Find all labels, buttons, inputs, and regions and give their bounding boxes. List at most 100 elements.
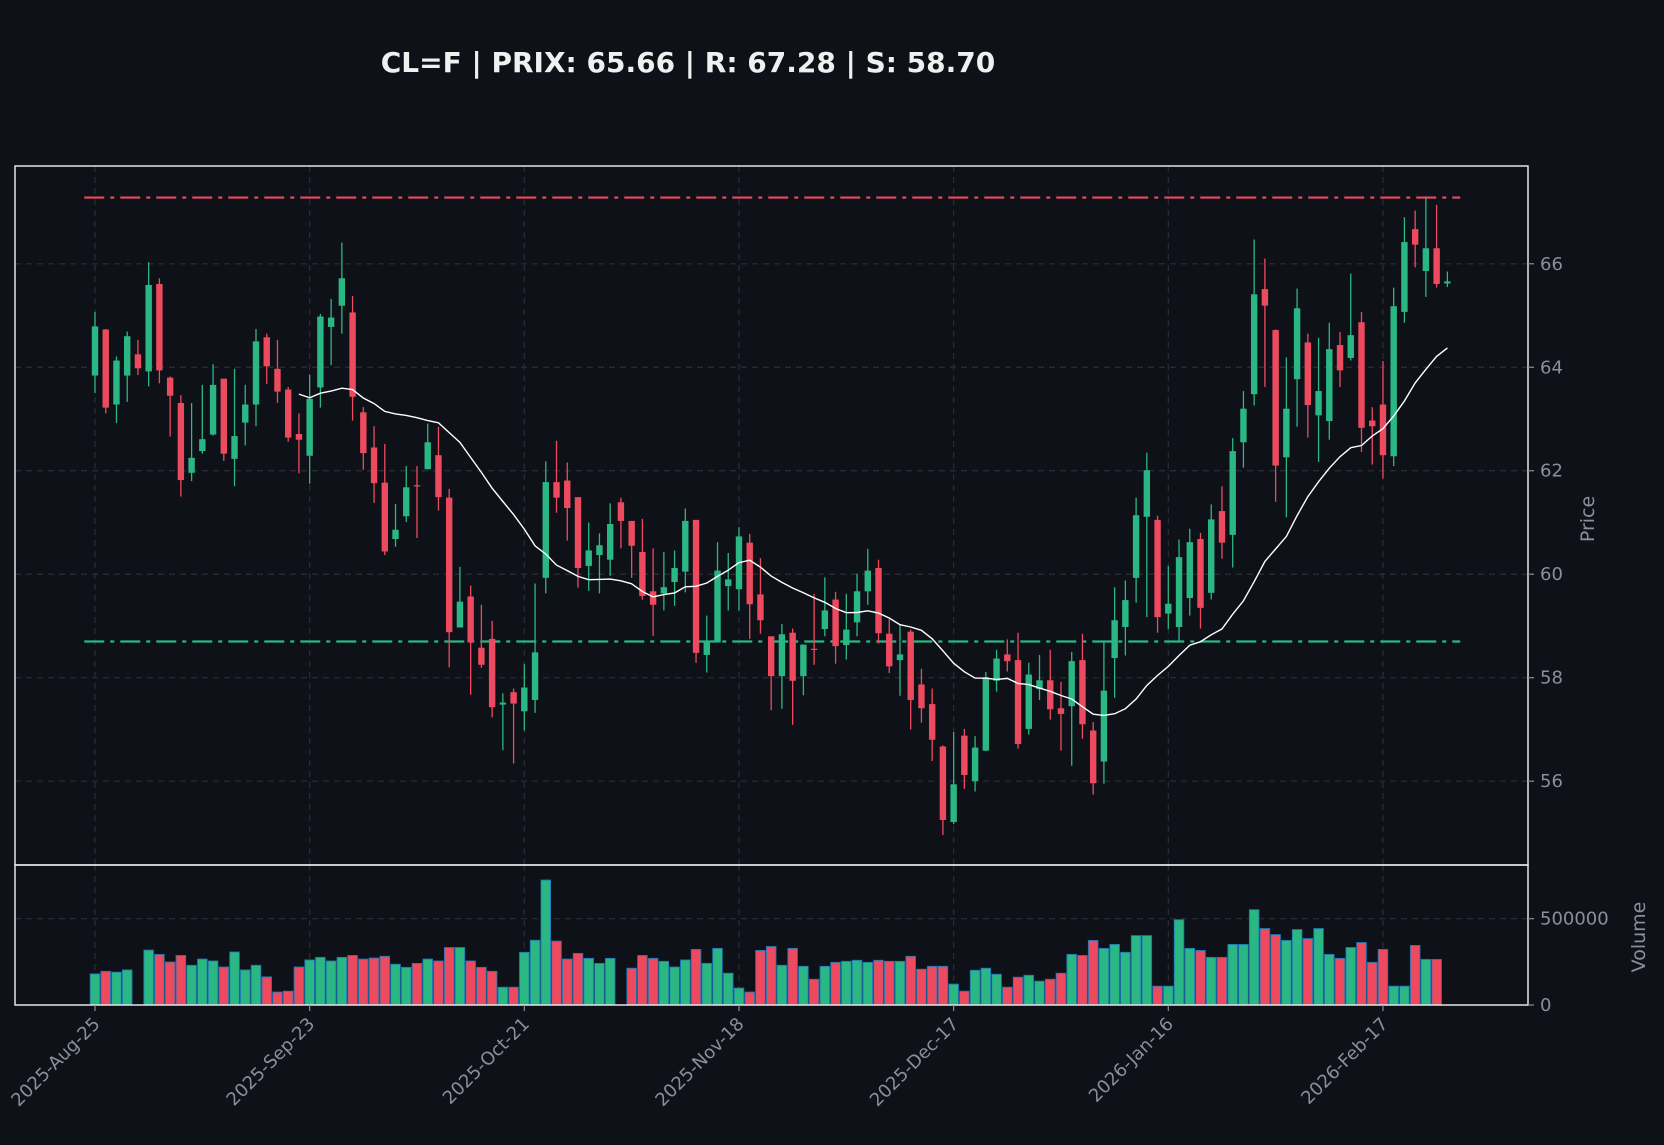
- candle-down: [1089, 722, 1097, 795]
- candle-body: [1079, 660, 1086, 725]
- candle-down: [478, 604, 485, 668]
- candle-body: [1358, 322, 1365, 428]
- candle-down: [939, 745, 947, 835]
- candle-down: [445, 488, 453, 668]
- moving-average-line: [298, 347, 1448, 717]
- candle-body: [1218, 511, 1226, 543]
- volume-bar: [1291, 929, 1303, 1006]
- candle-body: [778, 634, 786, 677]
- candle-body: [478, 647, 485, 665]
- candle-body: [574, 497, 582, 569]
- price-axis-label: Price: [1577, 496, 1599, 542]
- candle-body: [617, 502, 625, 521]
- candle-down: [1218, 486, 1226, 559]
- volume-bar: [647, 957, 659, 1006]
- volume-bar: [1366, 961, 1378, 1006]
- volume-bar: [1195, 950, 1206, 1006]
- candle-up: [188, 402, 195, 482]
- volume-bar: [905, 955, 916, 1006]
- volume-bar: [755, 950, 766, 1006]
- candle-up: [1283, 357, 1290, 518]
- volume-bar: [336, 956, 348, 1006]
- candle-down: [284, 386, 292, 442]
- candle-up: [896, 624, 904, 696]
- volume-bar: [948, 983, 959, 1006]
- candle-up: [317, 313, 324, 408]
- volume-bar: [293, 966, 305, 1006]
- price-axis: 56 58 60 62 64 66: [1528, 254, 1563, 792]
- volume-bar: [894, 960, 906, 1006]
- candle-body: [188, 457, 195, 473]
- candle-body: [1197, 539, 1204, 608]
- volume-bar: [89, 973, 101, 1006]
- candle-up: [306, 374, 313, 484]
- candle-body: [274, 368, 281, 392]
- candle-up: [714, 542, 721, 643]
- volume-bar: [1409, 944, 1421, 1006]
- volume-bar: [433, 960, 444, 1006]
- volume-bar: [207, 960, 219, 1006]
- candle-up: [499, 693, 507, 751]
- volume-bar: [1034, 980, 1045, 1006]
- volume-bar: [368, 957, 380, 1006]
- candle-body: [1326, 349, 1333, 422]
- candle-up: [853, 573, 861, 637]
- volume-bar: [454, 947, 466, 1006]
- candle-body: [1250, 294, 1258, 395]
- candle-body: [596, 545, 603, 556]
- candle-down: [875, 559, 882, 644]
- candle-down: [757, 558, 764, 634]
- candle-down: [295, 413, 303, 474]
- volume-bar: [1066, 953, 1077, 1006]
- candle-body: [671, 568, 678, 582]
- volume-bar: [1302, 938, 1314, 1006]
- candle-up: [1293, 288, 1301, 427]
- candle-down: [928, 688, 936, 762]
- volume-bar: [282, 990, 294, 1006]
- candle-body: [810, 648, 818, 650]
- candle-up: [521, 664, 528, 731]
- volume-bar: [959, 990, 970, 1006]
- candle-body: [746, 542, 753, 605]
- volume-bar: [379, 955, 391, 1006]
- candle-up: [1326, 322, 1333, 440]
- candle-down: [1272, 329, 1279, 502]
- candle-body: [263, 337, 270, 367]
- candle-body: [1004, 654, 1011, 662]
- candle-up: [1250, 239, 1258, 406]
- volume-bar: [422, 958, 433, 1006]
- candle-down: [961, 728, 968, 789]
- candle-body: [295, 434, 303, 440]
- candle-up: [1111, 587, 1118, 698]
- candle-up: [843, 593, 850, 660]
- volume-bar: [851, 959, 863, 1006]
- volume-bar: [551, 940, 562, 1006]
- volume-bar: [175, 955, 187, 1006]
- candle-body: [381, 482, 388, 552]
- candle-body: [360, 412, 367, 454]
- volume-tick-label: 0: [1540, 995, 1551, 1016]
- candle-up: [821, 577, 829, 637]
- volume-bar: [197, 958, 208, 1006]
- volume-bar: [658, 960, 670, 1006]
- candle-up: [682, 508, 689, 593]
- volume-bar: [218, 966, 230, 1006]
- candle-up: [800, 644, 807, 696]
- candle-up: [424, 423, 431, 470]
- candle-down: [413, 466, 421, 539]
- candle-up: [403, 466, 410, 522]
- candle-up: [1068, 651, 1075, 766]
- candle-up: [1025, 662, 1032, 735]
- candle-body: [1293, 308, 1301, 380]
- candle-down: [1047, 649, 1054, 720]
- volume-bar: [1345, 947, 1357, 1006]
- volume-bar: [1184, 947, 1196, 1006]
- candle-down: [1411, 210, 1419, 268]
- candle-body: [177, 402, 185, 481]
- candle-body: [306, 398, 313, 456]
- candle-body: [370, 447, 378, 484]
- candle-up: [1175, 539, 1183, 643]
- candle-body: [327, 317, 335, 327]
- volume-bar: [1120, 951, 1131, 1006]
- candle-down: [1261, 258, 1269, 387]
